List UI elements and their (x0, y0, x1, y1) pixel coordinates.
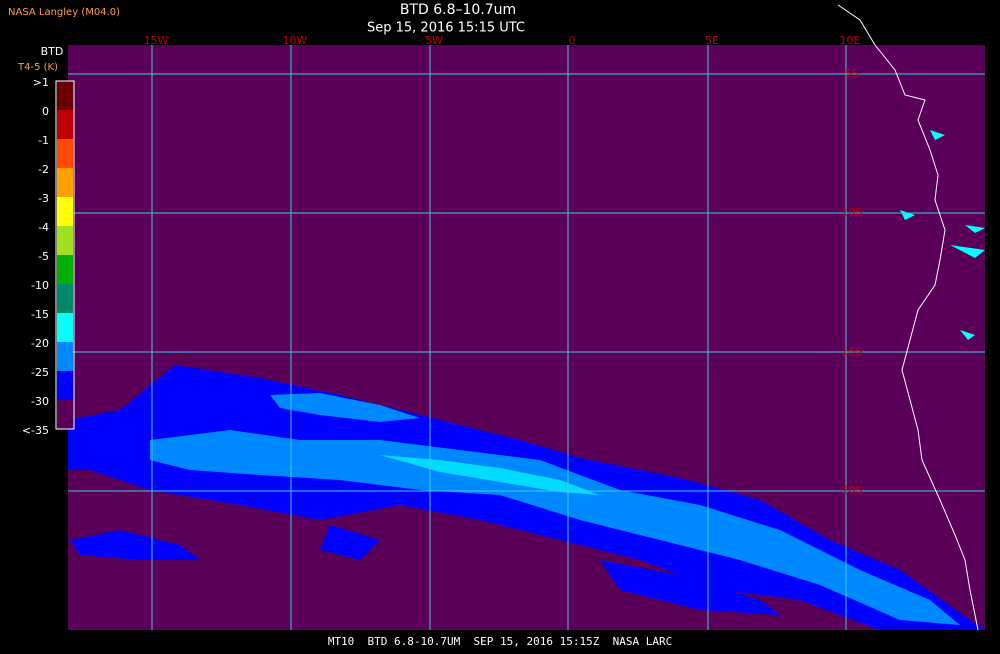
legend-swatch (57, 197, 73, 226)
legend-label: 0 (42, 105, 49, 118)
legend-swatch (57, 168, 73, 197)
legend-swatch (57, 81, 73, 110)
legend-label: <-35 (22, 424, 49, 437)
legend-label: -10 (31, 279, 49, 292)
plume (68, 130, 985, 630)
footer-caption: MT10 BTD 6.8-10.7UM SEP 15, 2016 15:15Z … (328, 635, 672, 648)
legend-label: -5 (38, 250, 49, 263)
legend-title: BTD (41, 45, 64, 58)
legend-swatch (57, 255, 73, 284)
legend-label: -25 (31, 366, 49, 379)
latitude-label: 5S (845, 67, 859, 80)
latitude-label: 15S (842, 345, 863, 358)
legend-label: -4 (38, 221, 49, 234)
longitude-label: 5E (705, 34, 719, 47)
longitude-label: 0 (569, 34, 576, 47)
legend-label: -30 (31, 395, 49, 408)
longitude-label: 10E (840, 34, 861, 47)
legend-swatch (57, 139, 73, 168)
source-label: NASA Langley (M04.0) (8, 7, 120, 18)
coastline (837, 4, 979, 631)
legend-label: -15 (31, 308, 49, 321)
latitude-label: 10S (842, 206, 863, 219)
legend-swatch (57, 226, 73, 255)
legend-swatch (57, 284, 73, 313)
legend: >1 0 -1 -2 -3 -4 -5 -10 -15 -20 -25 -30 <-35 (22, 76, 75, 437)
legend-swatch (57, 342, 73, 371)
map-area (68, 45, 985, 630)
longitude-label: 10W (283, 34, 308, 47)
legend-label: -2 (38, 163, 49, 176)
graticule: 15W 10W 5W 0 5E 10E 5S 10S 15S 20S (68, 34, 985, 630)
longitude-label: 5W (425, 34, 443, 47)
legend-label: -20 (31, 337, 49, 350)
legend-label: -3 (38, 192, 49, 205)
latitude-label: 20S (842, 484, 863, 497)
legend-swatch (57, 313, 73, 342)
legend-swatch (57, 371, 73, 400)
legend-label: -1 (38, 134, 49, 147)
legend-frame (55, 80, 75, 430)
title: BTD 6.8–10.7um (400, 2, 516, 18)
datetime: Sep 15, 2016 15:15 UTC (367, 21, 525, 36)
legend-units: T4-5 (K) (17, 62, 58, 73)
legend-label: >1 (33, 76, 49, 89)
legend-swatch (57, 110, 73, 139)
legend-swatch (57, 400, 73, 429)
longitude-label: 15W (144, 34, 169, 47)
